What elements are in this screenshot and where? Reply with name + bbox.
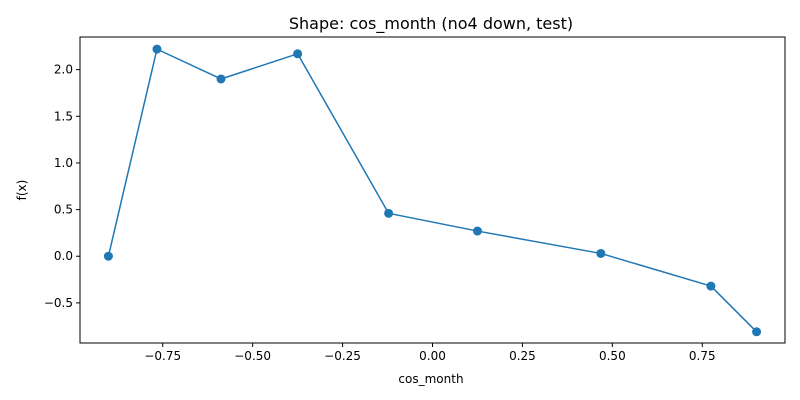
data-point <box>384 208 394 218</box>
x-axis-label: cos_month <box>398 372 463 386</box>
y-tick-label: 0.0 <box>54 249 73 263</box>
y-axis-label: f(x) <box>15 180 29 201</box>
chart-title: Shape: cos_month (no4 down, test) <box>289 14 573 34</box>
x-tick-label: −0.50 <box>234 349 271 363</box>
data-point <box>293 49 303 59</box>
series-line <box>107 48 758 333</box>
y-axis: −0.5 0.0 0.5 1.0 1.5 2.0 <box>44 63 80 310</box>
y-tick-label: 1.0 <box>54 156 73 170</box>
x-axis: −0.75 −0.50 −0.25 0.00 0.25 0.50 0.75 <box>144 343 716 363</box>
data-point <box>752 327 762 337</box>
y-tick-label: −0.5 <box>44 296 73 310</box>
data-point <box>596 248 606 258</box>
y-tick-label: 1.5 <box>54 109 73 123</box>
data-point <box>472 226 482 236</box>
data-point <box>152 44 162 54</box>
axes-frame <box>79 36 786 344</box>
x-tick-label: −0.25 <box>324 349 361 363</box>
y-tick-label: 2.0 <box>54 63 73 77</box>
data-point <box>216 74 226 84</box>
x-tick-label: 0.75 <box>689 349 716 363</box>
data-point <box>706 281 716 291</box>
plot-area <box>79 36 786 344</box>
x-tick-label: 0.25 <box>509 349 536 363</box>
x-tick-label: 0.00 <box>419 349 446 363</box>
x-tick-label: −0.75 <box>144 349 181 363</box>
y-tick-label: 0.5 <box>54 203 73 217</box>
x-tick-label: 0.50 <box>599 349 626 363</box>
data-point <box>103 251 113 261</box>
